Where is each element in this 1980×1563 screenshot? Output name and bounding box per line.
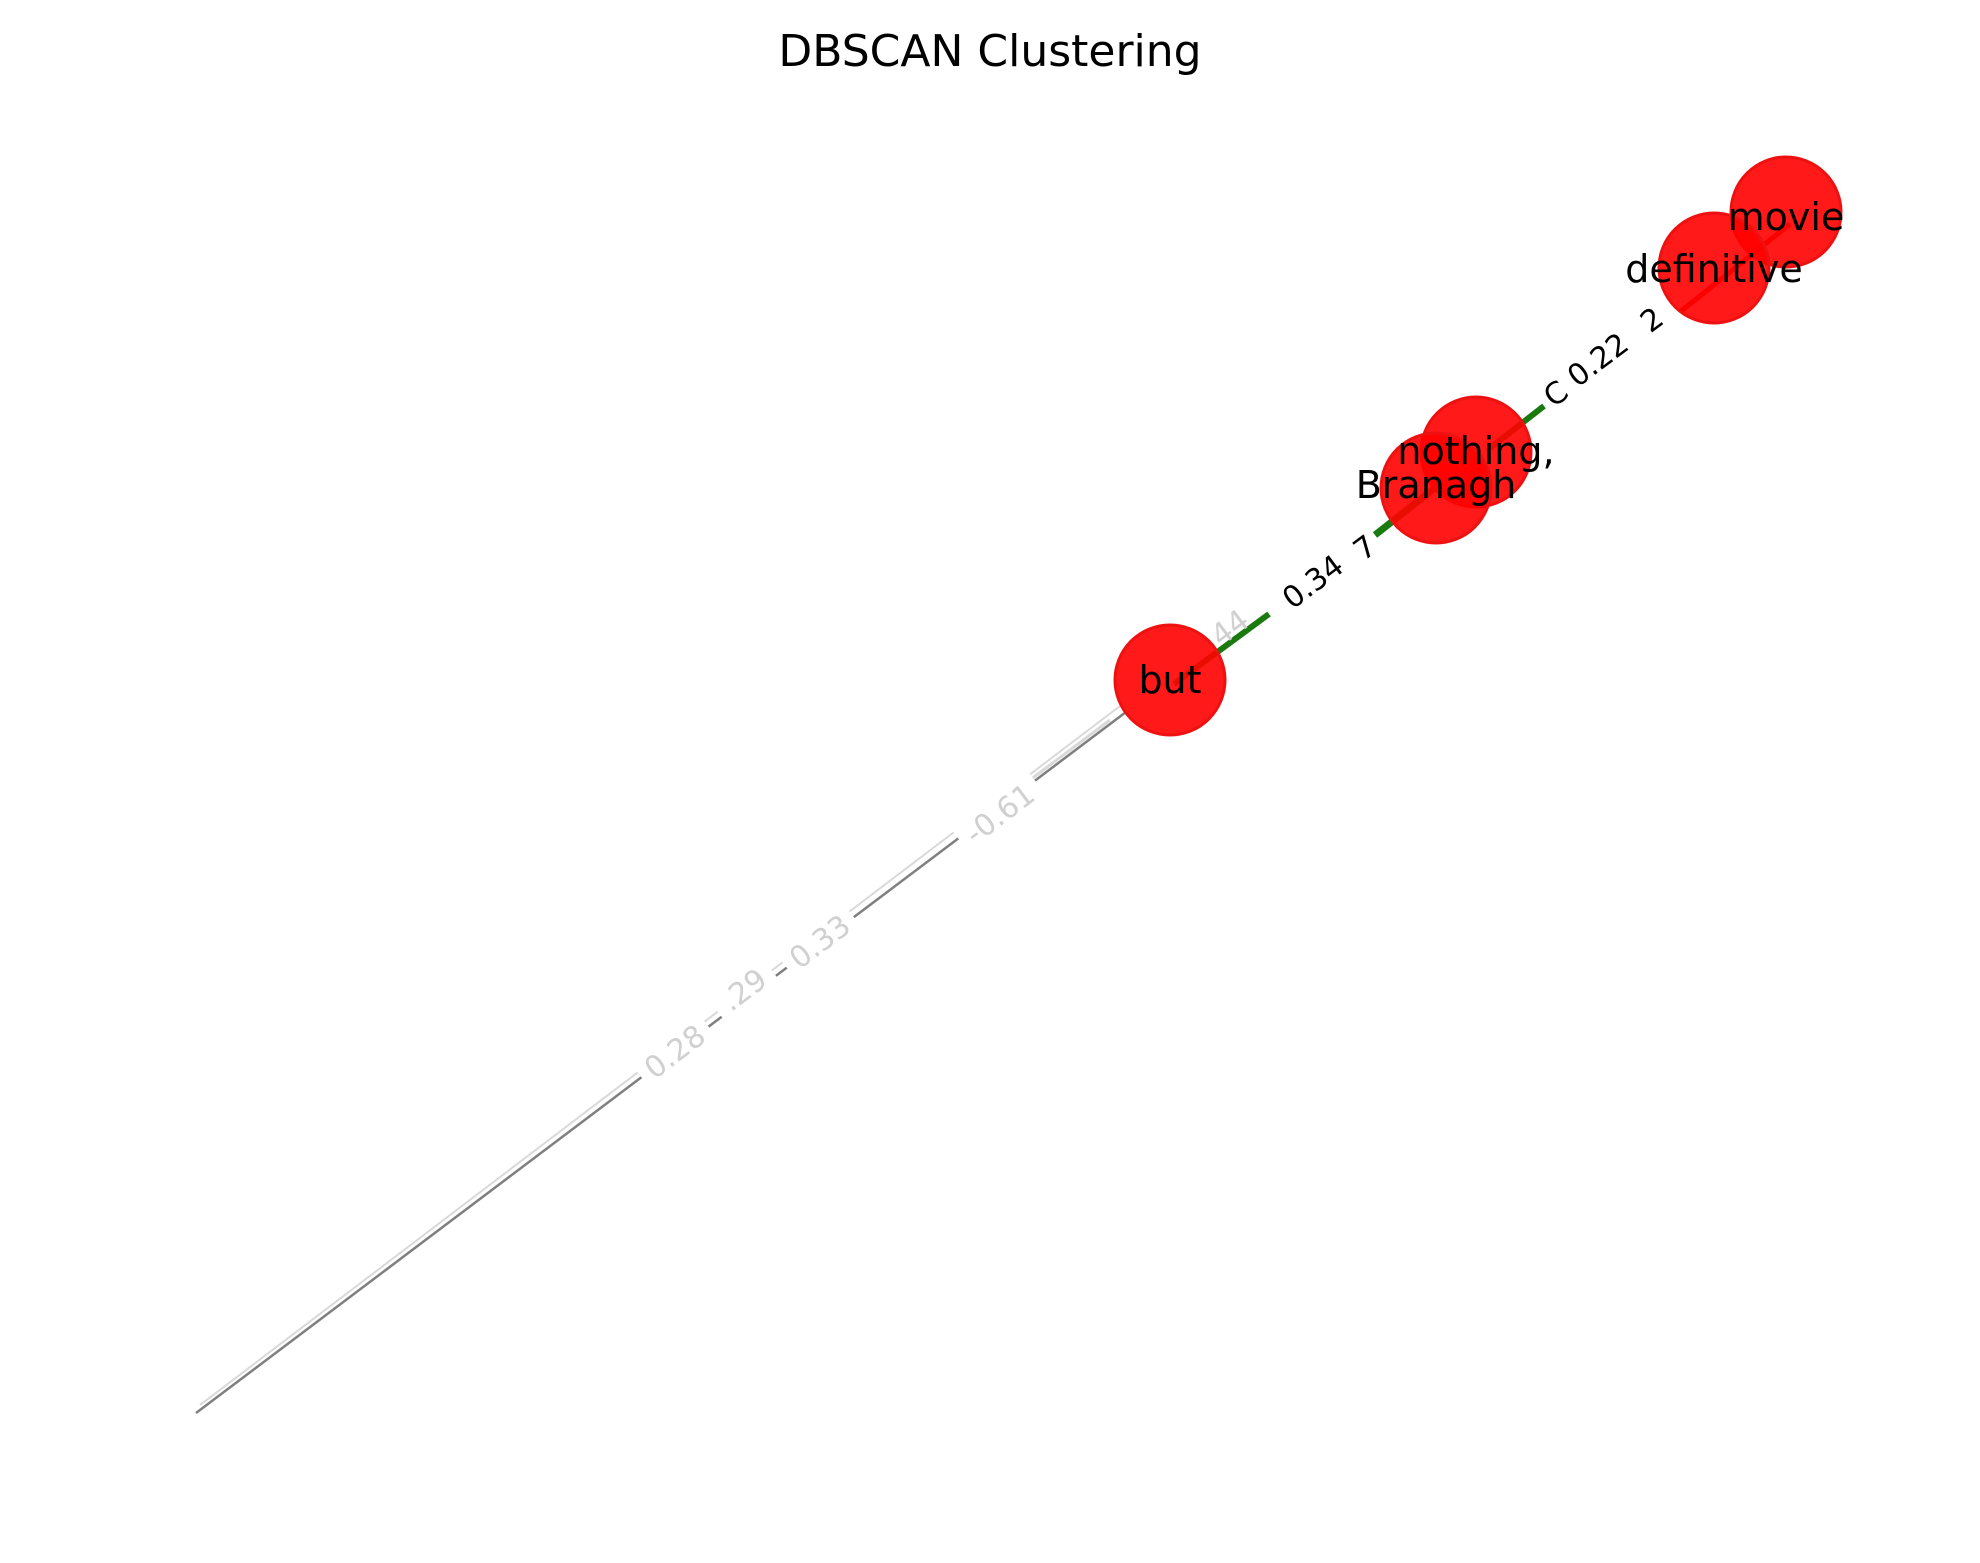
node-branagh[interactable] — [1379, 431, 1493, 545]
node-label-movie: movie — [1728, 195, 1845, 239]
node-labels: movie definitive nothing, Branagh but — [1138, 195, 1844, 702]
node-label-branagh: Branagh — [1356, 463, 1517, 507]
node-definitive[interactable] — [1657, 211, 1771, 325]
node-label-definitive: definitive — [1625, 247, 1802, 291]
nodes — [1113, 155, 1843, 737]
edge-light-halo-2 — [1029, 718, 1111, 782]
node-label-but: but — [1138, 658, 1201, 702]
node-label-nothing: nothing, — [1397, 429, 1554, 473]
node-but[interactable] — [1113, 623, 1227, 737]
edge-label-partial-2: 2 — [1634, 301, 1670, 340]
chart-title: DBSCAN Clustering — [778, 26, 1201, 77]
